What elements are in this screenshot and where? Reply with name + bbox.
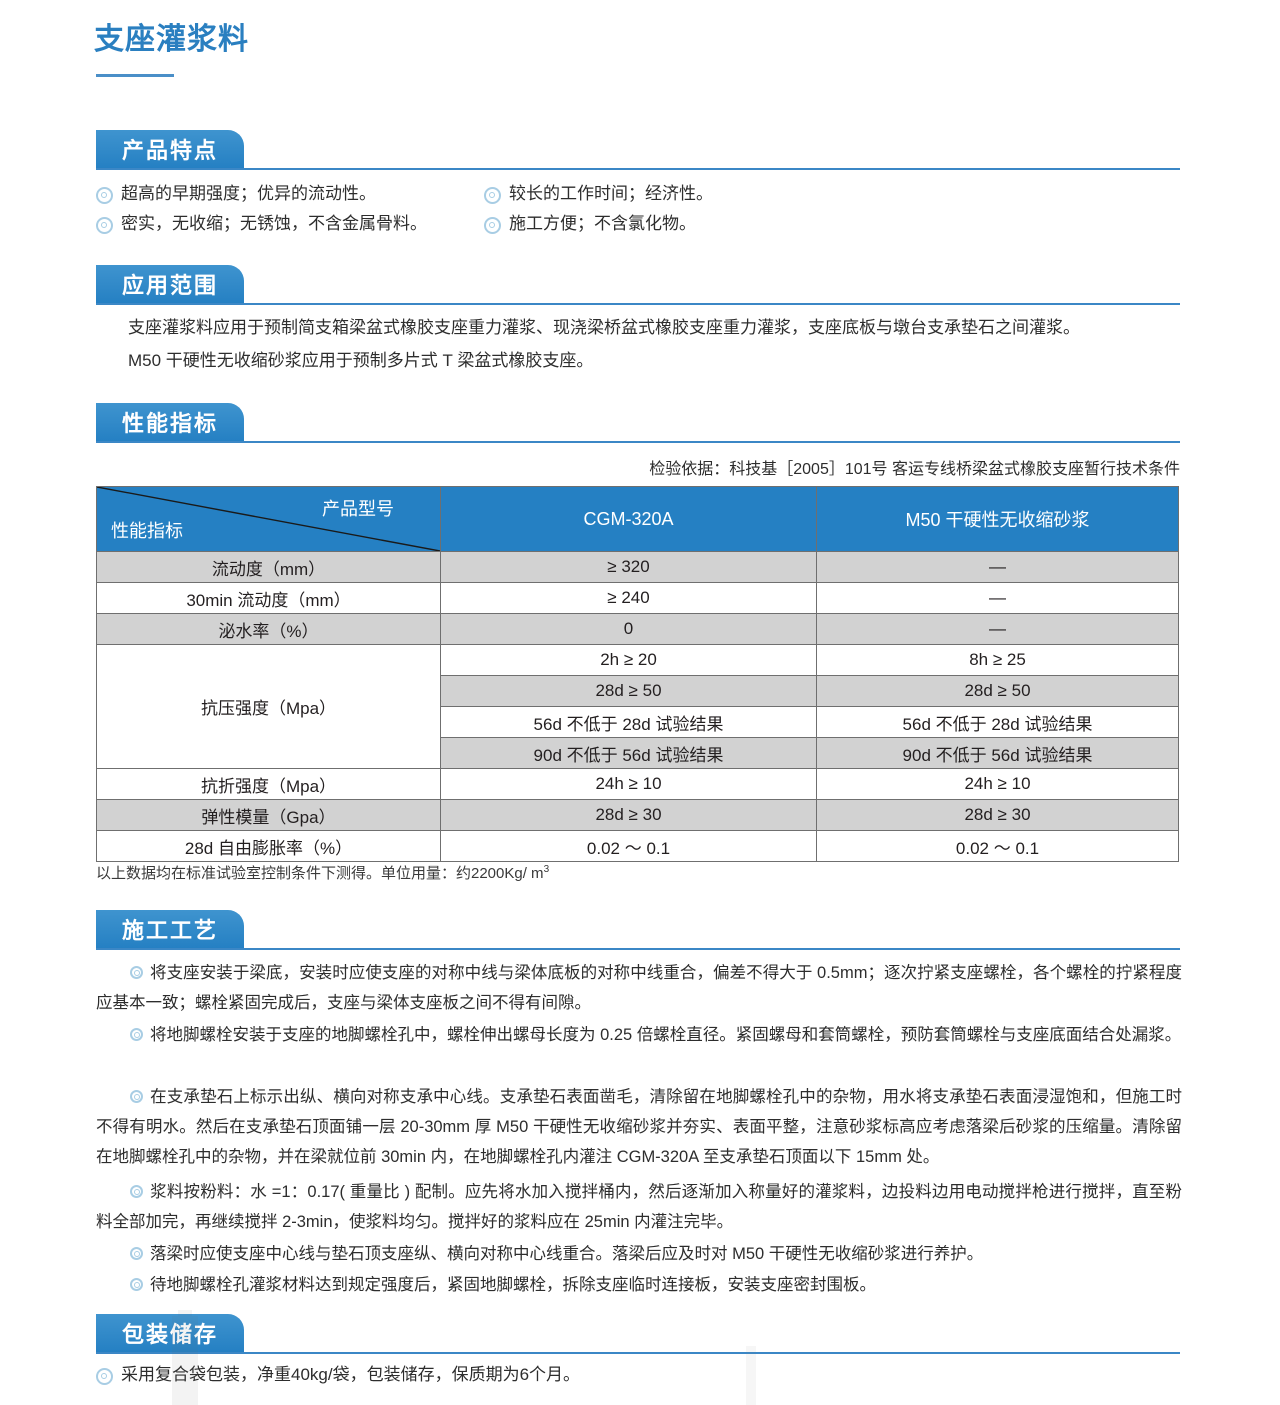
table-row: 30min 流动度（mm） ≥ 240 — [96, 582, 1179, 614]
row-value-cgm: 0.02 ～ 0.1 [440, 830, 817, 862]
table-row: 抗折强度（Mpa） 24h ≥ 10 24h ≥ 10 [96, 768, 1179, 800]
row-value-cgm: 2h ≥ 20 [440, 644, 817, 676]
performance-table: 产品型号 性能指标 CGM-320A M50 干硬性无收缩砂浆 流动度（mm） … [96, 486, 1179, 862]
table-row: 弹性模量（Gpa） 28d ≥ 30 28d ≥ 30 [96, 799, 1179, 831]
row-value-m50: 28d ≥ 50 [816, 675, 1179, 707]
row-value-cgm: ≥ 320 [440, 551, 817, 583]
scope-line-1: M50 干硬性无收缩砂浆应用于预制多片式 T 梁盆式橡胶支座。 [128, 351, 594, 370]
section-header-scope: 应用范围 [96, 265, 1180, 307]
ring-bullet-icon [130, 1247, 143, 1260]
packaging-item-label: 采用复合袋包装，净重40kg/袋，包装储存，保质期为6个月。 [121, 1365, 581, 1384]
page-title: 支座灌浆料 [94, 23, 249, 56]
process-paragraph-1: 将地脚螺栓安装于支座的地脚螺栓孔中，螺栓伸出螺母长度为 0.25 倍螺栓直径。紧… [96, 1020, 1182, 1050]
feature-item-label: 超高的早期强度；优异的流动性。 [121, 184, 376, 203]
ring-bullet-icon [130, 1278, 143, 1291]
feature-item-label: 施工方便；不含氯化物。 [509, 214, 696, 233]
process-paragraph-text: 在支承垫石上标示出纵、横向对称支承中心线。支承垫石表面凿毛，清除留在地脚螺栓孔中… [96, 1088, 1182, 1166]
ring-bullet-icon [484, 187, 501, 204]
ring-bullet-icon [130, 1185, 143, 1198]
row-value-m50: — [816, 551, 1179, 583]
row-label: 弹性模量（Gpa） [96, 799, 441, 831]
section-rule-features [96, 168, 1180, 170]
ring-bullet-icon [484, 217, 501, 234]
table-header-row: 产品型号 性能指标 CGM-320A M50 干硬性无收缩砂浆 [96, 486, 1179, 552]
feature-item-1: 密实，无收缩；无锈蚀，不含金属骨料。 [96, 212, 427, 236]
section-header-process: 施工工艺 [96, 910, 1180, 952]
section-tab-performance-label: 性能指标 [96, 403, 244, 441]
corner-diagonal-cell: 产品型号 性能指标 [96, 486, 441, 552]
process-paragraph-text: 将支座安装于梁底，安装时应使支座的对称中线与梁体底板的对称中线重合，偏差不得大于… [96, 964, 1182, 1012]
row-value-cgm: 24h ≥ 10 [440, 768, 817, 800]
diagonal-line-icon [97, 487, 440, 551]
section-header-packaging: 包装储存 [96, 1314, 1180, 1356]
section-rule-scope [96, 303, 1180, 305]
row-value-m50: 0.02 ～ 0.1 [816, 830, 1179, 862]
row-value-cgm: ≥ 240 [440, 582, 817, 614]
column-header-m50: M50 干硬性无收缩砂浆 [816, 486, 1179, 552]
feature-item-3: 施工方便；不含氯化物。 [484, 212, 696, 236]
table-row: 抗压强度（Mpa） 2h ≥ 20 8h ≥ 25 [96, 644, 1179, 769]
row-value-m50: 28d ≥ 30 [816, 799, 1179, 831]
inspection-basis-text: 检验依据：科技基［2005］101号 客运专线桥梁盆式橡胶支座暂行技术条件 [649, 461, 1180, 478]
ring-bullet-icon [130, 966, 143, 979]
ring-bullet-icon [130, 1028, 143, 1041]
section-rule-packaging [96, 1352, 1180, 1354]
ring-bullet-icon [96, 1368, 113, 1385]
row-label: 28d 自由膨胀率（%） [96, 830, 441, 862]
row-label: 泌水率（%） [96, 613, 441, 645]
process-paragraph-5: 待地脚螺栓孔灌浆材料达到规定强度后，紧固地脚螺栓，拆除支座临时连接板，安装支座密… [96, 1270, 1182, 1300]
table-row: 泌水率（%） 0 — [96, 613, 1179, 645]
feature-item-label: 较长的工作时间；经济性。 [509, 184, 713, 203]
process-paragraph-text: 待地脚螺栓孔灌浆材料达到规定强度后，紧固地脚螺栓，拆除支座临时连接板，安装支座密… [150, 1276, 876, 1294]
ring-bullet-icon [96, 187, 113, 204]
section-tab-features-label: 产品特点 [96, 130, 244, 168]
row-label: 流动度（mm） [96, 551, 441, 583]
process-paragraph-text: 将地脚螺栓安装于支座的地脚螺栓孔中，螺栓伸出螺母长度为 0.25 倍螺栓直径。紧… [150, 1026, 1182, 1044]
process-paragraph-2: 在支承垫石上标示出纵、横向对称支承中心线。支承垫石表面凿毛，清除留在地脚螺栓孔中… [96, 1082, 1182, 1172]
process-paragraph-0: 将支座安装于梁底，安装时应使支座的对称中线与梁体底板的对称中线重合，偏差不得大于… [96, 958, 1182, 1018]
row-value-m50: 90d 不低于 56d 试验结果 [816, 737, 1179, 769]
process-paragraph-3: 浆料按粉料：水 =1：0.17( 重量比 ) 配制。应先将水加入搅拌桶内，然后逐… [96, 1177, 1182, 1237]
row-value-m50: — [816, 613, 1179, 645]
process-paragraph-text: 落梁时应使支座中心线与垫石顶支座纵、横向对称中心线重合。落梁后应及时对 M50 … [150, 1245, 984, 1263]
row-value-m50: 8h ≥ 25 [816, 644, 1179, 676]
row-value-cgm: 28d ≥ 30 [440, 799, 817, 831]
corner-top-label: 产品型号 [322, 499, 394, 519]
section-header-features: 产品特点 [96, 130, 1180, 172]
section-rule-performance [96, 441, 1180, 443]
process-paragraph-text: 浆料按粉料：水 =1：0.17( 重量比 ) 配制。应先将水加入搅拌桶内，然后逐… [96, 1183, 1182, 1231]
feature-item-2: 较长的工作时间；经济性。 [484, 182, 713, 206]
table-row: 28d 自由膨胀率（%） 0.02 ～ 0.1 0.02 ～ 0.1 [96, 830, 1179, 862]
table-row: 流动度（mm） ≥ 320 — [96, 551, 1179, 583]
row-value-cgm: 56d 不低于 28d 试验结果 [440, 706, 817, 738]
section-header-performance: 性能指标 [96, 403, 1180, 445]
row-value-m50: 24h ≥ 10 [816, 768, 1179, 800]
feature-item-label: 密实，无收缩；无锈蚀，不含金属骨料。 [121, 214, 427, 233]
table-footnote-superscript: 3 [543, 864, 550, 875]
row-label-compressive-strength: 抗压强度（Mpa） [96, 644, 441, 769]
section-tab-scope-label: 应用范围 [96, 265, 244, 303]
table-footnote-text: 以上数据均在标准试验室控制条件下测得。单位用量：约2200Kg/ m [96, 865, 544, 882]
ring-bullet-icon [130, 1090, 143, 1103]
section-rule-process [96, 948, 1180, 950]
ring-bullet-icon [96, 217, 113, 234]
process-paragraph-4: 落梁时应使支座中心线与垫石顶支座纵、横向对称中心线重合。落梁后应及时对 M50 … [96, 1239, 1182, 1269]
row-value-cgm: 0 [440, 613, 817, 645]
title-underline [96, 74, 174, 77]
corner-bottom-label: 性能指标 [111, 521, 183, 541]
feature-item-0: 超高的早期强度；优异的流动性。 [96, 182, 376, 206]
row-value-cgm: 90d 不低于 56d 试验结果 [440, 737, 817, 769]
column-header-cgm320a: CGM-320A [440, 486, 817, 552]
packaging-item-0: 采用复合袋包装，净重40kg/袋，包装储存，保质期为6个月。 [96, 1363, 580, 1387]
row-value-cgm: 28d ≥ 50 [440, 675, 817, 707]
section-tab-process-label: 施工工艺 [96, 910, 244, 948]
scope-line-0: 支座灌浆料应用于预制简支箱梁盆式橡胶支座重力灌浆、现浇梁桥盆式橡胶支座重力灌浆，… [128, 318, 1080, 337]
row-label: 抗折强度（Mpa） [96, 768, 441, 800]
section-tab-packaging-label: 包装储存 [96, 1314, 244, 1352]
row-label: 30min 流动度（mm） [96, 582, 441, 614]
table-footnote: 以上数据均在标准试验室控制条件下测得。单位用量：约2200Kg/ m3 [96, 862, 549, 883]
row-value-m50: — [816, 582, 1179, 614]
row-value-m50: 56d 不低于 28d 试验结果 [816, 706, 1179, 738]
